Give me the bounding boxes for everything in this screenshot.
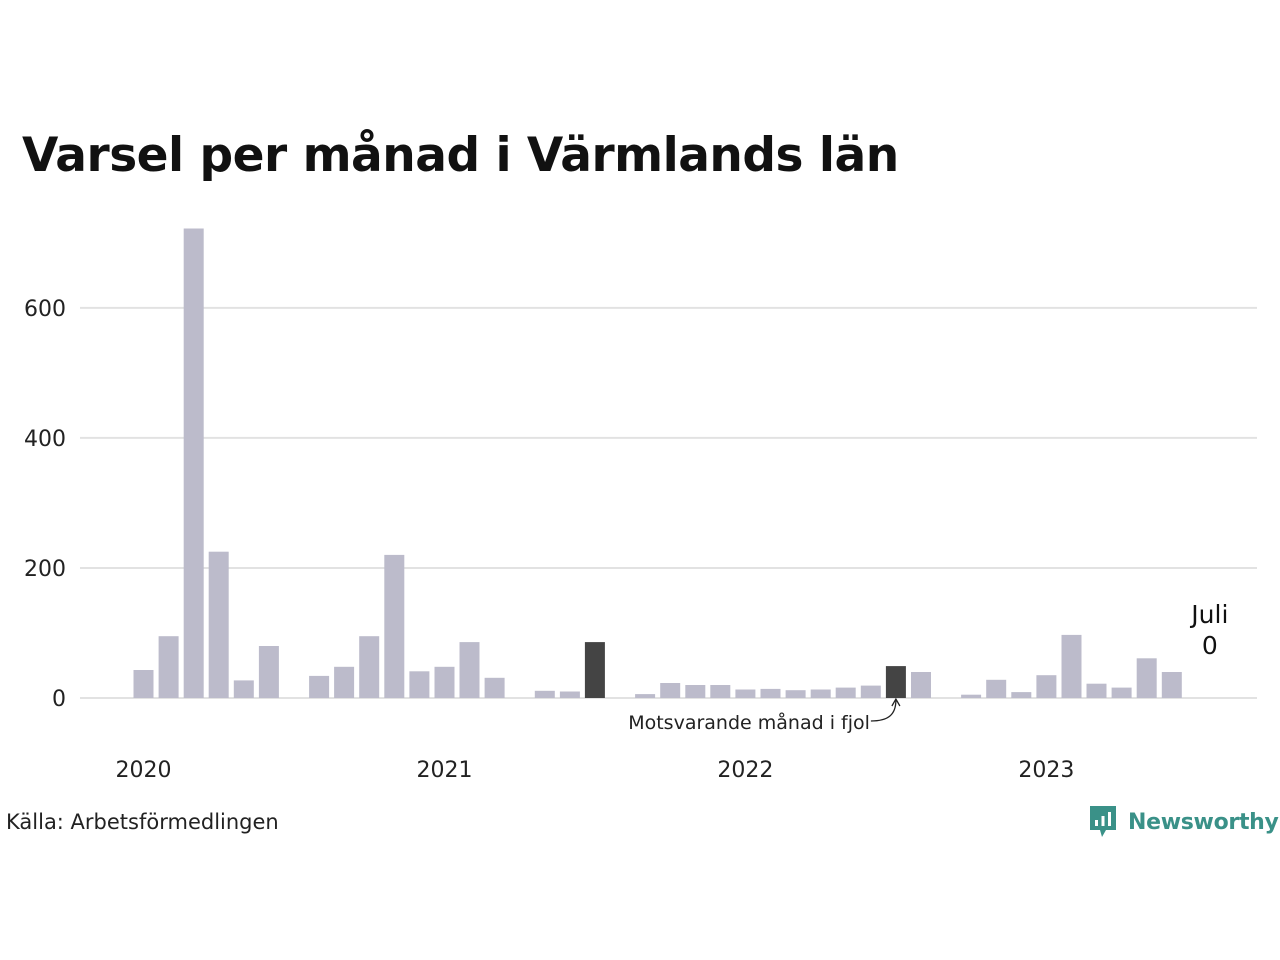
previous-year-annotation: Motsvarande månad i fjol — [628, 711, 870, 734]
x-axis-tick-labels: 2020 2021 2022 2023 — [116, 758, 1075, 783]
bar-2020-02 — [158, 636, 179, 698]
bar-2020-06 — [258, 646, 279, 698]
bar-2023-01 — [1036, 675, 1057, 698]
bar-2021-03 — [484, 677, 505, 698]
latest-month-value: 0 — [1202, 631, 1218, 660]
bar-2022-11 — [986, 679, 1007, 698]
bar-2022-05 — [835, 687, 856, 698]
bar-2022-06 — [860, 685, 881, 698]
bar-2020-09 — [334, 666, 355, 698]
latest-month-label: Juli — [1189, 600, 1228, 629]
bar-2023-03 — [1086, 683, 1107, 698]
x-tick-label: 2020 — [116, 758, 172, 783]
bar-2020-11 — [384, 554, 405, 698]
bar-2020-08 — [309, 675, 330, 698]
bar-2021-10 — [660, 683, 681, 698]
x-tick-label: 2022 — [717, 758, 773, 783]
bar-2022-01 — [735, 689, 756, 698]
brand-name: Newsworthy — [1128, 809, 1279, 835]
chart-title: Varsel per månad i Värmlands län — [22, 128, 899, 183]
bar-2020-01 — [133, 670, 154, 698]
bar-chart: 0 200 400 600 2020 2021 2022 2023 Motsvarande … — [24, 228, 1257, 783]
x-tick-label: 2021 — [416, 758, 472, 783]
brand-logo[interactable]: Newsworthy — [1088, 804, 1279, 840]
bar-2020-12 — [409, 671, 430, 698]
bar-2021-07 — [584, 642, 605, 698]
bar-2022-10 — [961, 694, 982, 698]
bar-2021-01 — [434, 666, 455, 698]
bar-2022-04 — [810, 689, 831, 698]
bar-2023-05 — [1136, 658, 1157, 698]
bar-2021-02 — [459, 642, 480, 698]
bar-2022-03 — [785, 690, 806, 698]
bar-2020-04 — [208, 551, 229, 698]
annotation-arrow — [870, 699, 897, 722]
y-tick-label: 600 — [24, 297, 66, 322]
bar-2021-06 — [559, 691, 580, 698]
y-tick-label: 200 — [24, 557, 66, 582]
bar-2023-06 — [1161, 672, 1182, 698]
source-note: Källa: Arbetsförmedlingen — [6, 810, 279, 834]
bar-2023-02 — [1061, 634, 1082, 698]
y-axis-tick-labels: 0 200 400 600 — [24, 297, 66, 712]
newsworthy-logo-icon — [1090, 806, 1116, 837]
bar-2020-03 — [183, 228, 204, 698]
bars — [133, 228, 1182, 698]
y-tick-label: 400 — [24, 427, 66, 452]
bar-2021-12 — [710, 685, 731, 698]
annotation-group: Motsvarande månad i fjol — [628, 697, 901, 734]
bar-2020-05 — [233, 680, 254, 698]
bar-2021-05 — [534, 690, 555, 698]
bar-2022-02 — [760, 688, 781, 698]
x-tick-label: 2023 — [1018, 758, 1074, 783]
annotation-arrowhead — [891, 697, 901, 707]
bar-2022-08 — [911, 672, 931, 698]
bar-2022-07 — [885, 666, 906, 698]
bar-2023-04 — [1111, 687, 1132, 698]
bar-2020-10 — [359, 636, 380, 698]
bar-2021-11 — [685, 685, 706, 698]
y-tick-label: 0 — [52, 687, 66, 712]
bar-2022-12 — [1011, 692, 1032, 698]
bar-2021-09 — [635, 694, 656, 698]
